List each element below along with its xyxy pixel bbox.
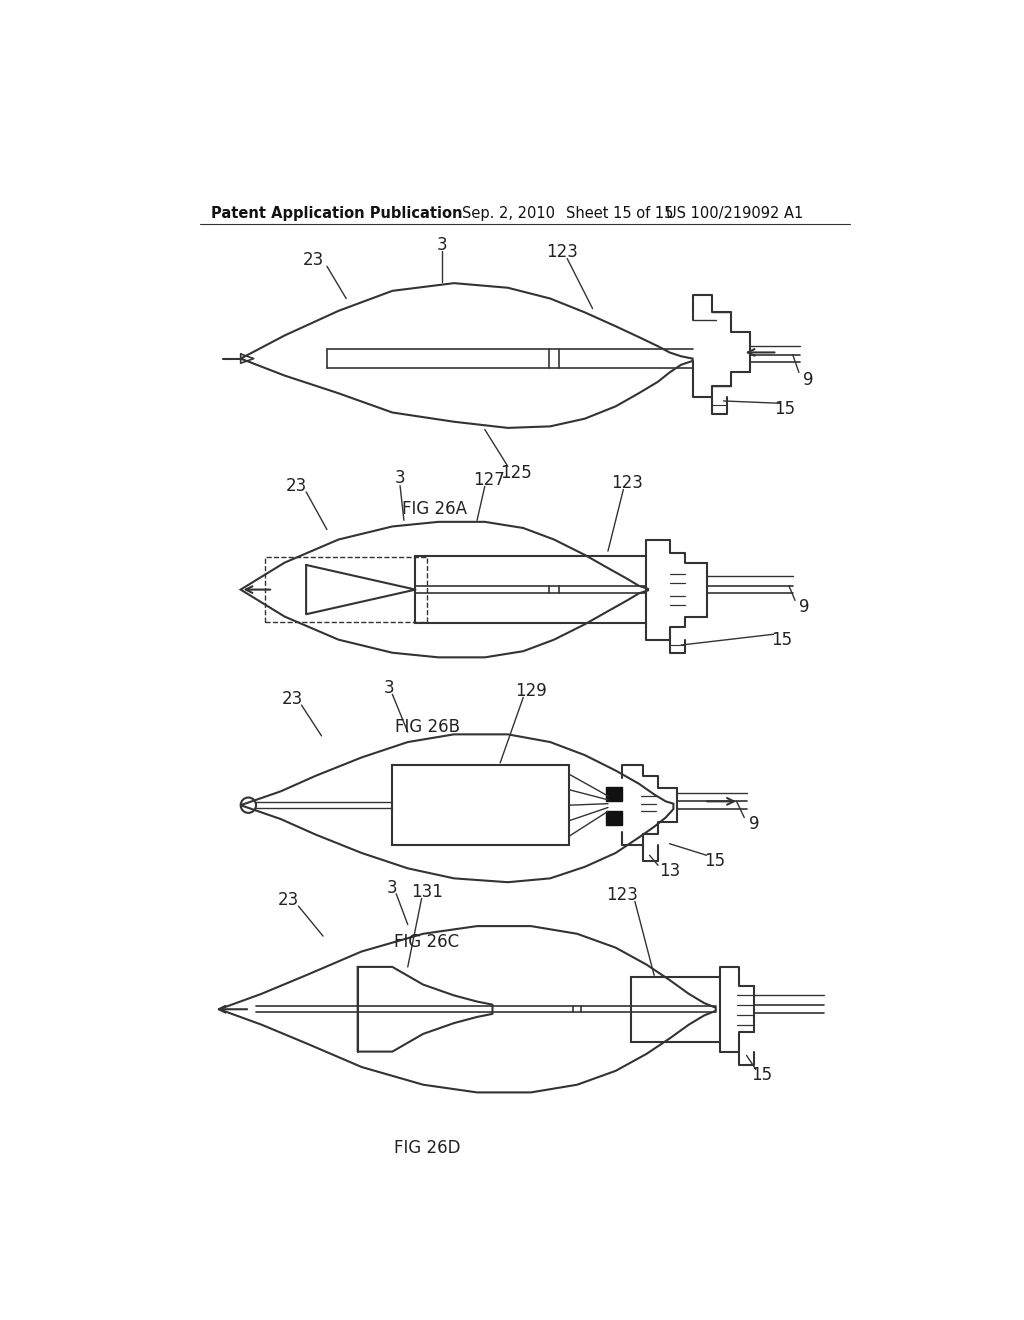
Bar [416,556,646,623]
Text: 23: 23 [286,477,307,495]
Text: 127: 127 [473,471,505,490]
Text: FIG 26A: FIG 26A [402,500,467,517]
Text: Sep. 2, 2010: Sep. 2, 2010 [462,206,555,222]
Bar [392,766,569,845]
Text: 15: 15 [774,400,796,417]
Text: Sheet 15 of 15: Sheet 15 of 15 [565,206,673,222]
Bar [606,812,622,825]
Text: 9: 9 [803,371,813,389]
Bar [265,557,427,622]
Text: 15: 15 [703,851,725,870]
Text: 9: 9 [749,816,760,833]
Text: US 100/219092 A1: US 100/219092 A1 [666,206,803,222]
Text: FIG 26D: FIG 26D [394,1139,460,1156]
Text: 15: 15 [752,1065,772,1084]
Bar [631,977,720,1041]
Text: FIG 26C: FIG 26C [394,933,460,952]
Text: 23: 23 [303,251,325,269]
Text: 123: 123 [611,474,643,492]
Text: FIG 26B: FIG 26B [394,718,460,735]
Text: 125: 125 [500,463,531,482]
Bar [606,787,622,800]
Text: 3: 3 [383,680,394,697]
Text: 23: 23 [282,690,303,708]
Text: Patent Application Publication: Patent Application Publication [211,206,463,222]
Text: 15: 15 [771,631,792,648]
Text: 13: 13 [658,862,680,879]
Text: 129: 129 [515,682,547,700]
Text: 23: 23 [278,891,299,909]
Text: 123: 123 [606,886,638,904]
Text: 123: 123 [546,243,578,261]
Text: 9: 9 [799,598,810,615]
Text: 3: 3 [394,469,406,487]
Text: 3: 3 [437,236,447,253]
Text: 131: 131 [411,883,443,902]
Text: 3: 3 [387,879,397,896]
